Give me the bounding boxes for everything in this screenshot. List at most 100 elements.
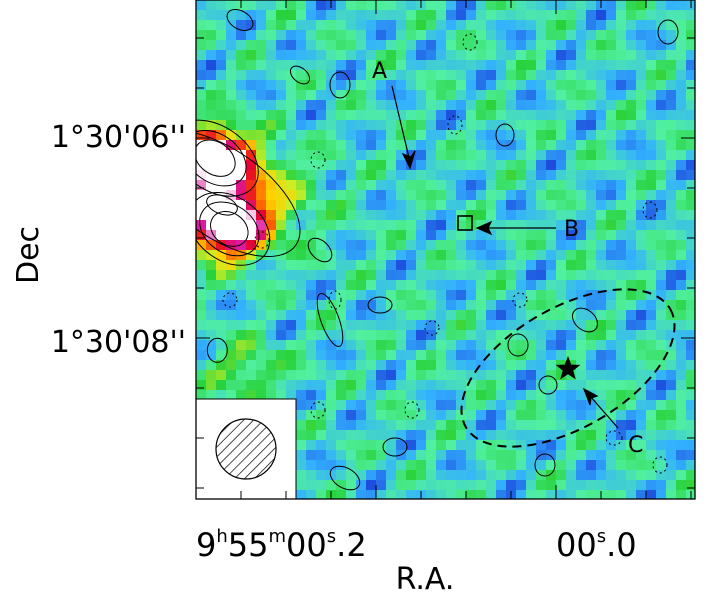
heatmap-cell (306, 420, 317, 431)
heatmap-cell (396, 350, 407, 361)
heatmap-cell (536, 190, 547, 201)
heatmap-cell (566, 110, 577, 121)
heatmap-cell (676, 210, 687, 221)
heatmap-cell (316, 440, 327, 451)
heatmap-cell (266, 360, 277, 371)
heatmap-cell (516, 30, 527, 41)
heatmap-cell (636, 390, 647, 401)
heatmap-cell (426, 160, 437, 171)
heatmap-cell (636, 460, 647, 471)
heatmap-cell (196, 290, 207, 301)
heatmap-cell (566, 170, 577, 181)
heatmap-cell (616, 20, 627, 31)
heatmap-cell (436, 110, 447, 121)
heatmap-cell (456, 50, 467, 61)
heatmap-cell (496, 60, 507, 71)
heatmap-cell (426, 320, 437, 331)
heatmap-cell (296, 280, 307, 291)
heatmap-cell (256, 0, 267, 11)
heatmap-cell (426, 420, 437, 431)
heatmap-cell (336, 390, 347, 401)
heatmap-cell (666, 130, 677, 141)
contour-noise-13 (329, 465, 361, 491)
heatmap-cell (256, 330, 267, 341)
heatmap-cell (476, 460, 487, 471)
heatmap-cell (576, 430, 587, 441)
heatmap-cell (296, 60, 307, 71)
heatmap-cell (606, 460, 617, 471)
heatmap-cell (676, 290, 687, 301)
heatmap-cell (646, 340, 657, 351)
heatmap-cell (356, 150, 367, 161)
heatmap-cell (366, 420, 377, 431)
heatmap-cell (546, 320, 557, 331)
heatmap-cell (336, 170, 347, 181)
heatmap-cell (296, 160, 307, 171)
heatmap-cell (196, 300, 207, 311)
heatmap-cell (306, 0, 317, 11)
heatmap-cell (346, 360, 357, 371)
heatmap-cell (646, 300, 657, 311)
heatmap-cell (636, 230, 647, 241)
heatmap-cell (286, 310, 297, 321)
heatmap-cell (676, 330, 687, 341)
heatmap-cell (616, 30, 627, 41)
heatmap-cell (676, 120, 687, 131)
heatmap-cell (456, 60, 467, 71)
heatmap-cell (356, 320, 367, 331)
heatmap-cell (556, 110, 567, 121)
heatmap-cell (466, 80, 477, 91)
heatmap-cell (376, 210, 387, 221)
heatmap-cell (586, 120, 597, 131)
heatmap-cell (306, 200, 317, 211)
heatmap-cell (576, 360, 587, 371)
heatmap-cell (606, 80, 617, 91)
heatmap-cell (566, 240, 577, 251)
heatmap-cell (376, 470, 387, 481)
heatmap-cell (266, 310, 277, 321)
heatmap-cell (316, 20, 327, 31)
heatmap-cell (606, 260, 617, 271)
heatmap-cell (526, 160, 537, 171)
heatmap-cell (386, 340, 397, 351)
heatmap-cell (316, 260, 327, 271)
heatmap-cell (496, 400, 507, 411)
heatmap-cell (566, 20, 577, 31)
heatmap-cell (406, 80, 417, 91)
heatmap-cell (666, 200, 677, 211)
heatmap-cell (316, 460, 327, 471)
heatmap-cell (536, 370, 547, 381)
heatmap-cell (516, 250, 527, 261)
heatmap-cell (426, 170, 437, 181)
heatmap-cell (456, 420, 467, 431)
heatmap-cell (336, 310, 347, 321)
heatmap-cell (276, 80, 287, 91)
heatmap-cell (386, 430, 397, 441)
heatmap-cell (326, 200, 337, 211)
heatmap-cell (436, 280, 447, 291)
heatmap-cell (616, 300, 627, 311)
heatmap-cell (246, 390, 257, 401)
heatmap-cell (236, 270, 247, 281)
heatmap-cell (446, 450, 457, 461)
heatmap-cell (666, 470, 677, 481)
heatmap-cell (396, 130, 407, 141)
heatmap-cell (486, 220, 497, 231)
heatmap-cell (506, 180, 517, 191)
heatmap-cell (676, 150, 687, 161)
heatmap-cell (356, 380, 367, 391)
heatmap-cell (276, 60, 287, 71)
heatmap-cell (506, 60, 517, 71)
heatmap-cell (606, 200, 617, 211)
heatmap-cell (336, 130, 347, 141)
heatmap-cell (556, 200, 567, 211)
heatmap-cell (576, 30, 587, 41)
heatmap-cell (296, 20, 307, 31)
heatmap-cell (546, 200, 557, 211)
heatmap-cell (236, 240, 247, 251)
heatmap-cell (226, 110, 237, 121)
heatmap-cell (296, 230, 307, 241)
heatmap-cell (336, 360, 347, 371)
heatmap-cell (426, 340, 437, 351)
heatmap-cell (406, 320, 417, 331)
